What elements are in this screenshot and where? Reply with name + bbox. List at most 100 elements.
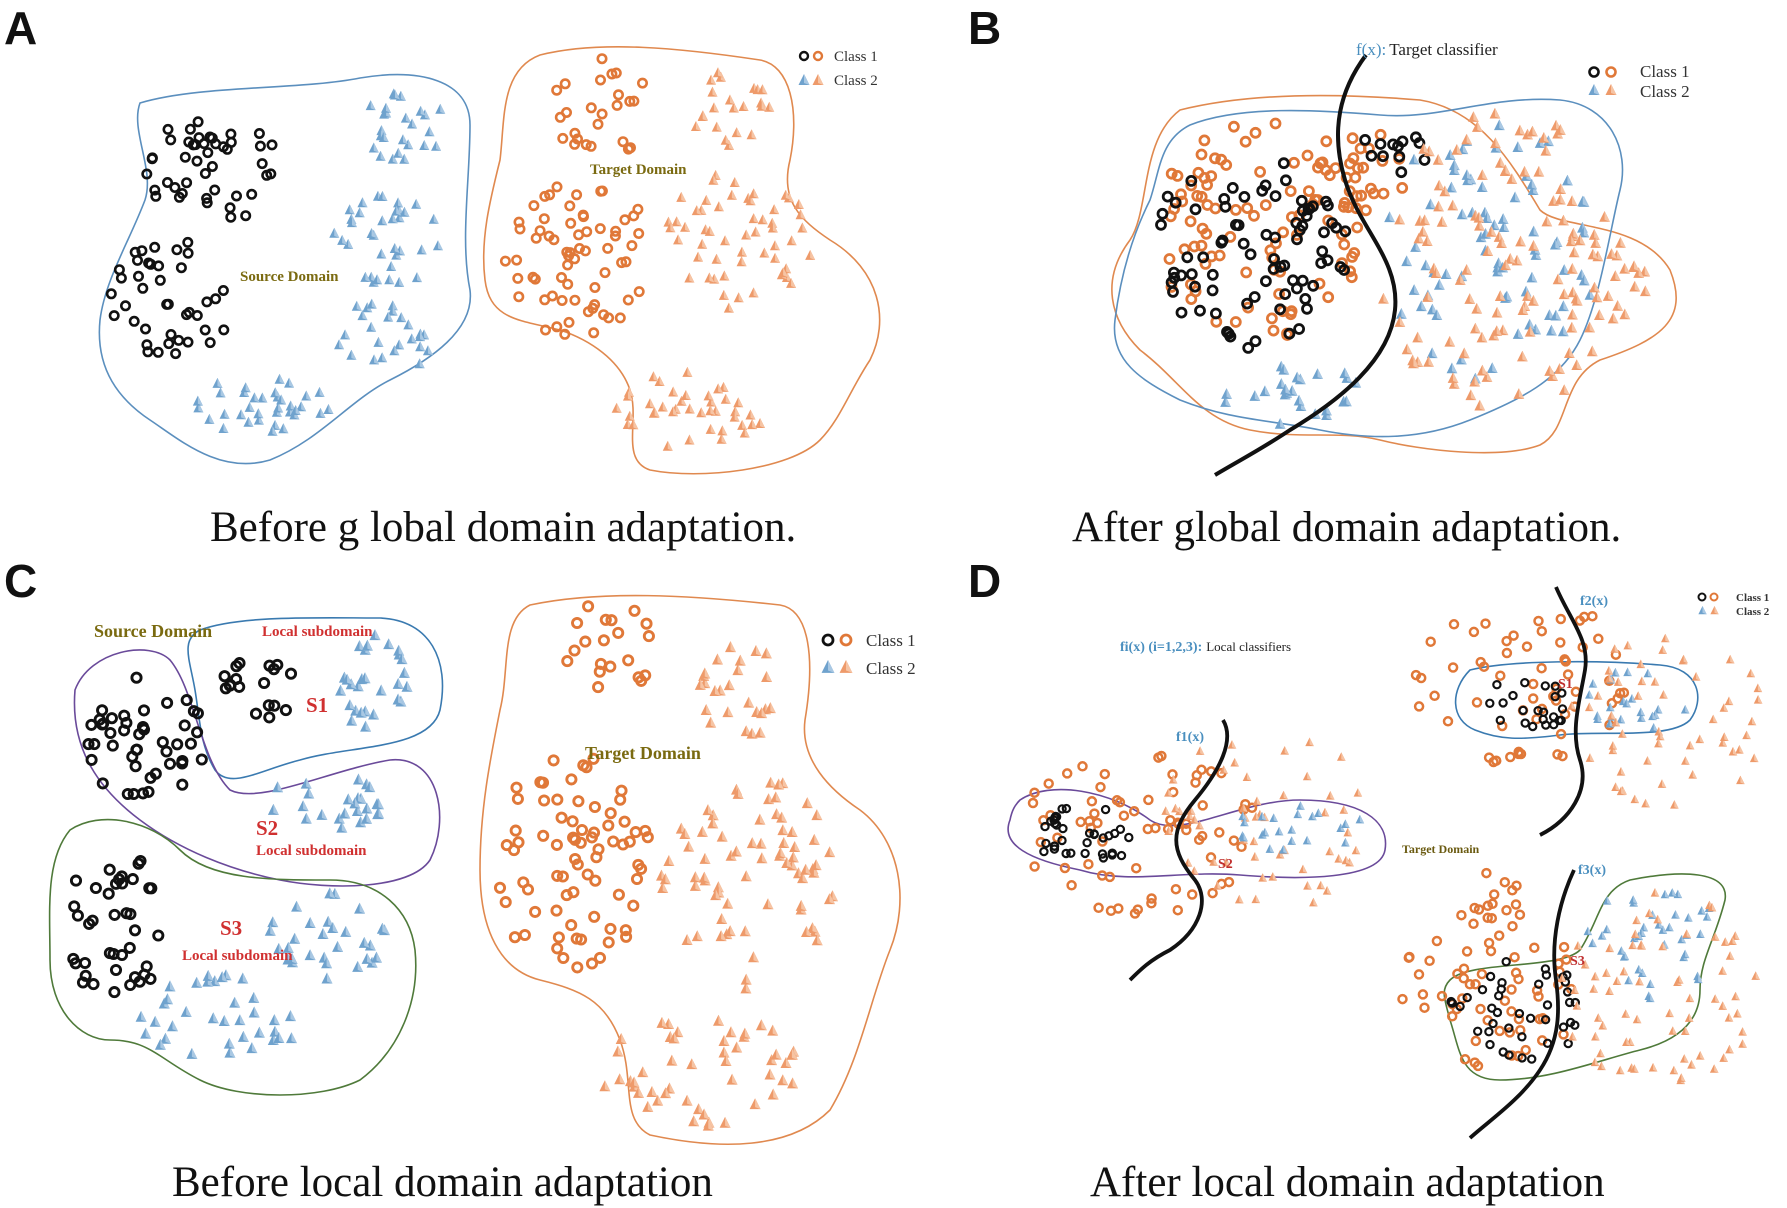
class1-target-marker <box>1277 226 1289 239</box>
class2-source-marker <box>432 240 443 251</box>
class2-source-marker <box>1680 949 1690 959</box>
class1-source-marker <box>137 723 151 736</box>
class2-source-marker <box>1665 922 1674 932</box>
class2-target-marker <box>1489 107 1501 119</box>
class1-target-marker <box>1269 117 1282 130</box>
class1-target-marker <box>1464 979 1476 990</box>
class2-target-marker <box>726 189 737 200</box>
class1-source-marker <box>1485 1039 1495 1050</box>
class2-target-marker <box>743 696 755 708</box>
class2-target-marker <box>1351 845 1361 855</box>
classifier-f2-curve <box>1539 586 1588 837</box>
class1-source-marker <box>127 787 140 801</box>
class1-source-marker <box>183 136 195 148</box>
class1-target-marker <box>1185 293 1198 306</box>
class1-target-marker <box>518 928 531 942</box>
class1-source-marker <box>1107 848 1118 858</box>
class1-source-marker <box>1169 196 1182 209</box>
class2-target-marker <box>720 134 731 145</box>
class1-target-marker <box>592 843 605 856</box>
class1-target-marker <box>569 127 581 139</box>
panel-a: A Source Domain Target Domain Class 1 Cl… <box>4 2 881 551</box>
class2-source-marker <box>392 677 404 689</box>
class2-target-marker <box>1602 290 1614 301</box>
class1-target-marker <box>561 655 574 668</box>
class2-source-marker <box>1557 325 1569 337</box>
class2-target-marker <box>736 256 747 267</box>
class1-source-marker <box>105 712 118 725</box>
class2-source-marker <box>386 261 397 272</box>
class2-source-marker <box>329 227 340 238</box>
class2-source-marker <box>1617 946 1626 955</box>
class1-target-marker <box>1536 662 1547 674</box>
class1-target-marker <box>604 922 617 935</box>
class1-target-marker <box>1153 752 1164 763</box>
class1-target-marker <box>1163 253 1176 265</box>
class2-target-marker <box>1515 235 1526 247</box>
class2-target-marker <box>1718 1001 1727 1010</box>
class2-source-marker <box>1634 964 1644 974</box>
class1-target-marker <box>1481 867 1492 879</box>
class1-target-marker <box>640 617 653 630</box>
class2-target-marker <box>1227 740 1237 749</box>
class1-source-marker <box>1249 335 1262 348</box>
class1-source-marker <box>1525 1013 1536 1024</box>
class1-target-marker <box>622 294 634 306</box>
class2-target-marker <box>711 253 722 264</box>
class2-target-marker <box>1632 1014 1642 1024</box>
class1-source-marker <box>142 785 155 798</box>
class2-target-marker <box>1613 677 1623 686</box>
class2-source-marker <box>140 1027 152 1039</box>
class1-target-marker <box>1513 1013 1525 1025</box>
target-domain-label: Target Domain <box>590 162 687 178</box>
class2-target-marker <box>1558 384 1570 395</box>
class1-source-marker <box>173 334 185 346</box>
class1-target-marker <box>1471 697 1483 708</box>
subdomain-s2-title: Local subdomain <box>256 843 367 859</box>
class2-source-marker <box>360 812 372 824</box>
class2-source-marker <box>1486 362 1498 374</box>
class2-target-marker <box>1471 302 1483 314</box>
class2-target-marker <box>747 419 758 430</box>
class2-source-marker <box>394 276 405 287</box>
class1-target-marker <box>1487 898 1498 910</box>
class1-target-marker <box>1096 870 1108 881</box>
class1-target-marker <box>1459 1054 1471 1065</box>
class1-source-marker <box>1049 844 1060 854</box>
class1-target-marker <box>548 234 560 246</box>
class2-target-marker <box>1251 894 1261 904</box>
class2-target-marker <box>1234 894 1244 904</box>
class1-source-marker <box>1495 715 1506 726</box>
class1-source-marker <box>178 719 191 732</box>
class2-source-marker <box>415 105 426 116</box>
subdomain-s1-outline-d <box>1454 660 1699 740</box>
class1-source-marker <box>1301 302 1313 315</box>
class1-source-marker <box>1116 850 1127 861</box>
class2-source-marker <box>400 112 411 123</box>
class2-target-marker <box>1657 779 1667 788</box>
class2-source-marker <box>218 1015 230 1026</box>
class1-source-marker <box>1563 1038 1573 1049</box>
class1-target-marker <box>537 829 550 842</box>
class1-source-marker <box>161 298 173 310</box>
class2-target-marker <box>717 425 728 436</box>
class1-target-marker <box>1478 661 1490 672</box>
class2-source-marker <box>393 147 404 158</box>
class1-target-marker <box>573 243 585 255</box>
class1-target-marker <box>1193 834 1205 846</box>
panel-a-caption: Before g lobal domain adaptation. <box>210 504 796 551</box>
class2-source-marker <box>1433 279 1445 290</box>
class2-target-marker <box>657 401 668 412</box>
class1-target-marker <box>642 630 655 643</box>
class1-target-marker <box>1513 746 1524 758</box>
class1-target-marker <box>1470 979 1481 990</box>
class2-target-marker <box>1629 280 1641 292</box>
class1-target-marker <box>1397 993 1408 1005</box>
class1-source-marker <box>1221 325 1233 338</box>
class2-target-marker <box>1585 753 1595 762</box>
local-classifier-name: fi(x) (i=1,2,3): <box>1120 640 1202 655</box>
class2-source-marker <box>415 341 426 352</box>
class1-target-marker <box>1199 257 1212 270</box>
class2-target-marker <box>1249 836 1259 846</box>
class2-source-marker <box>366 321 377 332</box>
